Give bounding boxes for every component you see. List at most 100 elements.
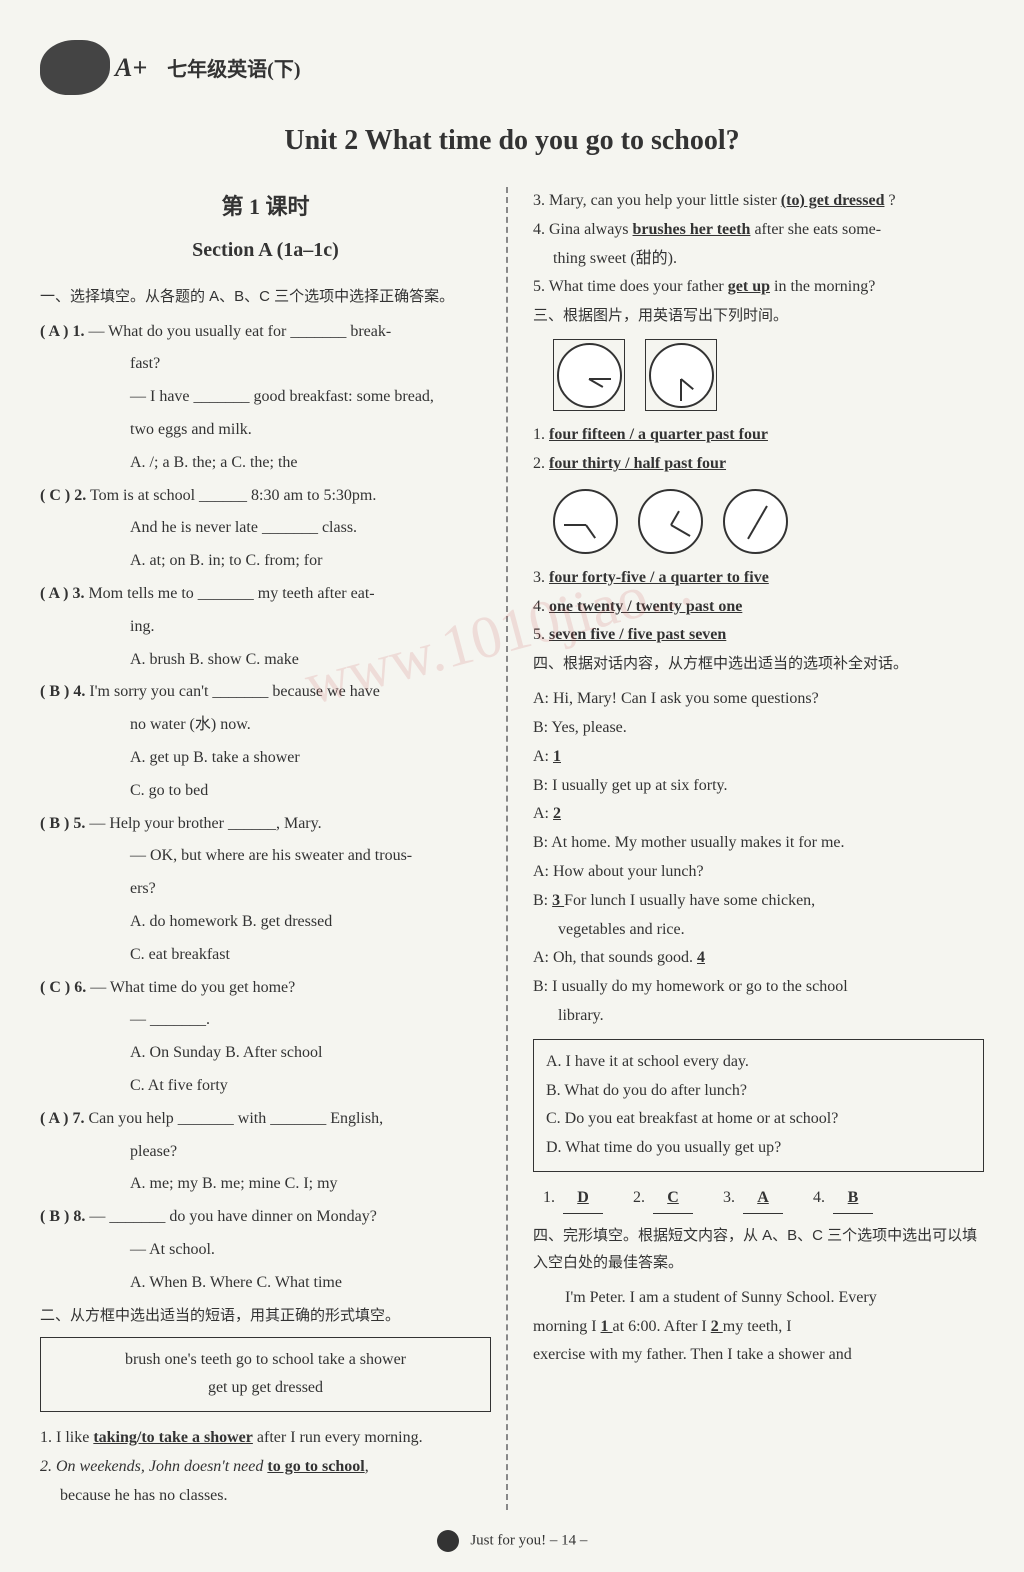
q1-l4: two eggs and milk. xyxy=(40,416,491,445)
sec5-p2-post: my teeth, I xyxy=(723,1318,792,1335)
sec4-ans-2: 2.C xyxy=(633,1184,693,1214)
footer-icon xyxy=(437,1530,459,1552)
sec3-a2-ans: four thirty / half past four xyxy=(549,455,726,472)
sec2-q5-pre: 5. What time does your father xyxy=(533,278,728,295)
sec4-d9-pre: A: Oh, that sounds good. xyxy=(533,949,697,966)
sec4-d10: B: I usually do my homework or go to the… xyxy=(533,973,984,1002)
q7-opts: A. me; my B. me; mine C. I; my xyxy=(40,1170,491,1199)
q2-opts: A. at; on B. in; to C. from; for xyxy=(40,547,491,576)
sec2-q4-ans: brushes her teeth xyxy=(633,221,751,238)
sec5-p3: exercise with my father. Then I take a s… xyxy=(533,1341,984,1370)
q4-l2: no water (水) now. xyxy=(40,711,491,740)
q3-opts: A. brush B. show C. make xyxy=(40,646,491,675)
q6-l2: — _______. xyxy=(40,1006,491,1035)
worksheet-page: A+ 七年级英语(下) Unit 2 What time do you go t… xyxy=(0,0,1024,1572)
right-column: 3. Mary, can you help your little sister… xyxy=(518,187,984,1510)
sec4-d8: B: 3 For lunch I usually have some chick… xyxy=(533,887,984,916)
sec4-d8-ans: 3 xyxy=(552,892,564,909)
left-column: 第 1 课时 Section A (1a–1c) 一、选择填空。从各题的 A、B… xyxy=(40,187,508,1510)
sec4-d3-ans: 1 xyxy=(553,748,561,765)
sec2-q2-ans: to go to school xyxy=(267,1458,364,1475)
sec2-q3-ans: (to) get dressed xyxy=(781,192,885,209)
q1-answer: ( A ) 1. xyxy=(40,323,84,340)
sec4-ans-4: 4.B xyxy=(813,1184,873,1214)
logo-globe xyxy=(40,40,110,95)
page-header: A+ 七年级英语(下) xyxy=(40,40,984,95)
q2-text: Tom is at school ______ 8:30 am to 5:30p… xyxy=(90,487,376,504)
clock-frame-2 xyxy=(645,339,717,411)
sec5-b2: 2 xyxy=(711,1318,723,1335)
sec4-a3-val: A xyxy=(743,1184,783,1214)
sec2-q4-l2: thing sweet (甜的). xyxy=(533,245,984,274)
sec2-q1-pre: 1. I like xyxy=(40,1429,93,1446)
sec2-q5-post: in the morning? xyxy=(770,278,875,295)
sec2-q1-post: after I run every morning. xyxy=(253,1429,423,1446)
sec3-a4-ans: one twenty / twenty past one xyxy=(549,598,742,615)
sec4-d6: B: At home. My mother usually makes it f… xyxy=(533,829,984,858)
q6-text: — What time do you get home? xyxy=(90,979,295,996)
sec5-p2-mid: at 6:00. After I xyxy=(613,1318,711,1335)
sec2-q2-pre: 2. On weekends, John doesn't need xyxy=(40,1458,267,1475)
sec4-d8-l2: vegetables and rice. xyxy=(533,916,984,945)
q6-opts: A. On Sunday B. After school xyxy=(40,1039,491,1068)
sec5-instruction: 四、完形填空。根据短文内容，从 A、B、C 三个选项中选出可以填入空白处的最佳答… xyxy=(533,1222,984,1276)
sec3-a4: 4. one twenty / twenty past one xyxy=(533,593,984,622)
sec3-a3-ans: four forty-five / a quarter to five xyxy=(549,569,769,586)
sec4-d8-pre: B: xyxy=(533,892,552,909)
q8-answer: ( B ) 8. xyxy=(40,1208,85,1225)
sec1-instruction: 一、选择填空。从各题的 A、B、C 三个选项中选择正确答案。 xyxy=(40,283,491,310)
sec4-answer-row: 1.D 2.C 3.A 4.B xyxy=(533,1184,984,1214)
clock-icon xyxy=(723,489,788,554)
sec2-q2-post: , xyxy=(365,1458,369,1475)
sec5-b1: 1 xyxy=(601,1318,613,1335)
sec4-d5-pre: A: xyxy=(533,805,553,822)
q8: ( B ) 8. — _______ do you have dinner on… xyxy=(40,1203,491,1232)
q8-opts: A. When B. Where C. What time xyxy=(40,1269,491,1298)
q4: ( B ) 4. I'm sorry you can't _______ bec… xyxy=(40,678,491,707)
sec3-a5: 5. seven five / five past seven xyxy=(533,621,984,650)
q2-l2: And he is never late _______ class. xyxy=(40,514,491,543)
sec2-q2-l2: because he has no classes. xyxy=(40,1482,491,1511)
q1-l3: — I have _______ good breakfast: some br… xyxy=(40,383,491,412)
sec4-d2: B: Yes, please. xyxy=(533,714,984,743)
q5-opts2: C. eat breakfast xyxy=(40,941,491,970)
q3-l2: ing. xyxy=(40,613,491,642)
q1: ( A ) 1. — What do you usually eat for _… xyxy=(40,318,491,347)
sec2-q3-post: ? xyxy=(884,192,895,209)
sec3-a3: 3. four forty-five / a quarter to five xyxy=(533,564,984,593)
section-a-title: Section A (1a–1c) xyxy=(40,232,491,268)
q7-l2: please? xyxy=(40,1138,491,1167)
q2-answer: ( C ) 2. xyxy=(40,487,86,504)
q6-answer: ( C ) 6. xyxy=(40,979,86,996)
q3-text: Mom tells me to _______ my teeth after e… xyxy=(88,585,374,602)
q4-opts2: C. go to bed xyxy=(40,777,491,806)
sec2-q1-ans: taking/to take a shower xyxy=(93,1429,253,1446)
clock-frame-1 xyxy=(553,339,625,411)
sec5-p1: I'm Peter. I am a student of Sunny Schoo… xyxy=(533,1284,984,1313)
content-columns: 第 1 课时 Section A (1a–1c) 一、选择填空。从各题的 A、B… xyxy=(40,187,984,1510)
sec4-d9-ans: 4 xyxy=(697,949,705,966)
sec3-a1-ans: four fifteen / a quarter past four xyxy=(549,426,768,443)
q1-text: — What do you usually eat for _______ br… xyxy=(88,323,391,340)
lesson-title: 第 1 课时 xyxy=(40,187,491,227)
q8-text: — _______ do you have dinner on Monday? xyxy=(89,1208,377,1225)
sec4-d1: A: Hi, Mary! Can I ask you some question… xyxy=(533,685,984,714)
q5-l3: ers? xyxy=(40,875,491,904)
q5-answer: ( B ) 5. xyxy=(40,815,85,832)
sec4-d3: A: 1 xyxy=(533,743,984,772)
sec3-a5-ans: seven five / five past seven xyxy=(549,626,726,643)
sec4-a2-val: C xyxy=(653,1184,693,1214)
q2: ( C ) 2. Tom is at school ______ 8:30 am… xyxy=(40,482,491,511)
sec2-q3: 3. Mary, can you help your little sister… xyxy=(533,187,984,216)
sec2-q4: 4. Gina always brushes her teeth after s… xyxy=(533,216,984,245)
sec4-d5-ans: 2 xyxy=(553,805,561,822)
q5-text: — Help your brother ______, Mary. xyxy=(89,815,321,832)
q4-answer: ( B ) 4. xyxy=(40,683,85,700)
sec4-optionbox: A. I have it at school every day. B. Wha… xyxy=(533,1039,984,1172)
sec5-p2: morning I 1 at 6:00. After I 2 my teeth,… xyxy=(533,1313,984,1342)
clock-icon xyxy=(638,489,703,554)
q6: ( C ) 6. — What time do you get home? xyxy=(40,974,491,1003)
sec2-wordbox: brush one's teeth go to school take a sh… xyxy=(40,1337,491,1413)
a-plus-label: A+ xyxy=(115,53,147,83)
q4-text: I'm sorry you can't _______ because we h… xyxy=(89,683,380,700)
